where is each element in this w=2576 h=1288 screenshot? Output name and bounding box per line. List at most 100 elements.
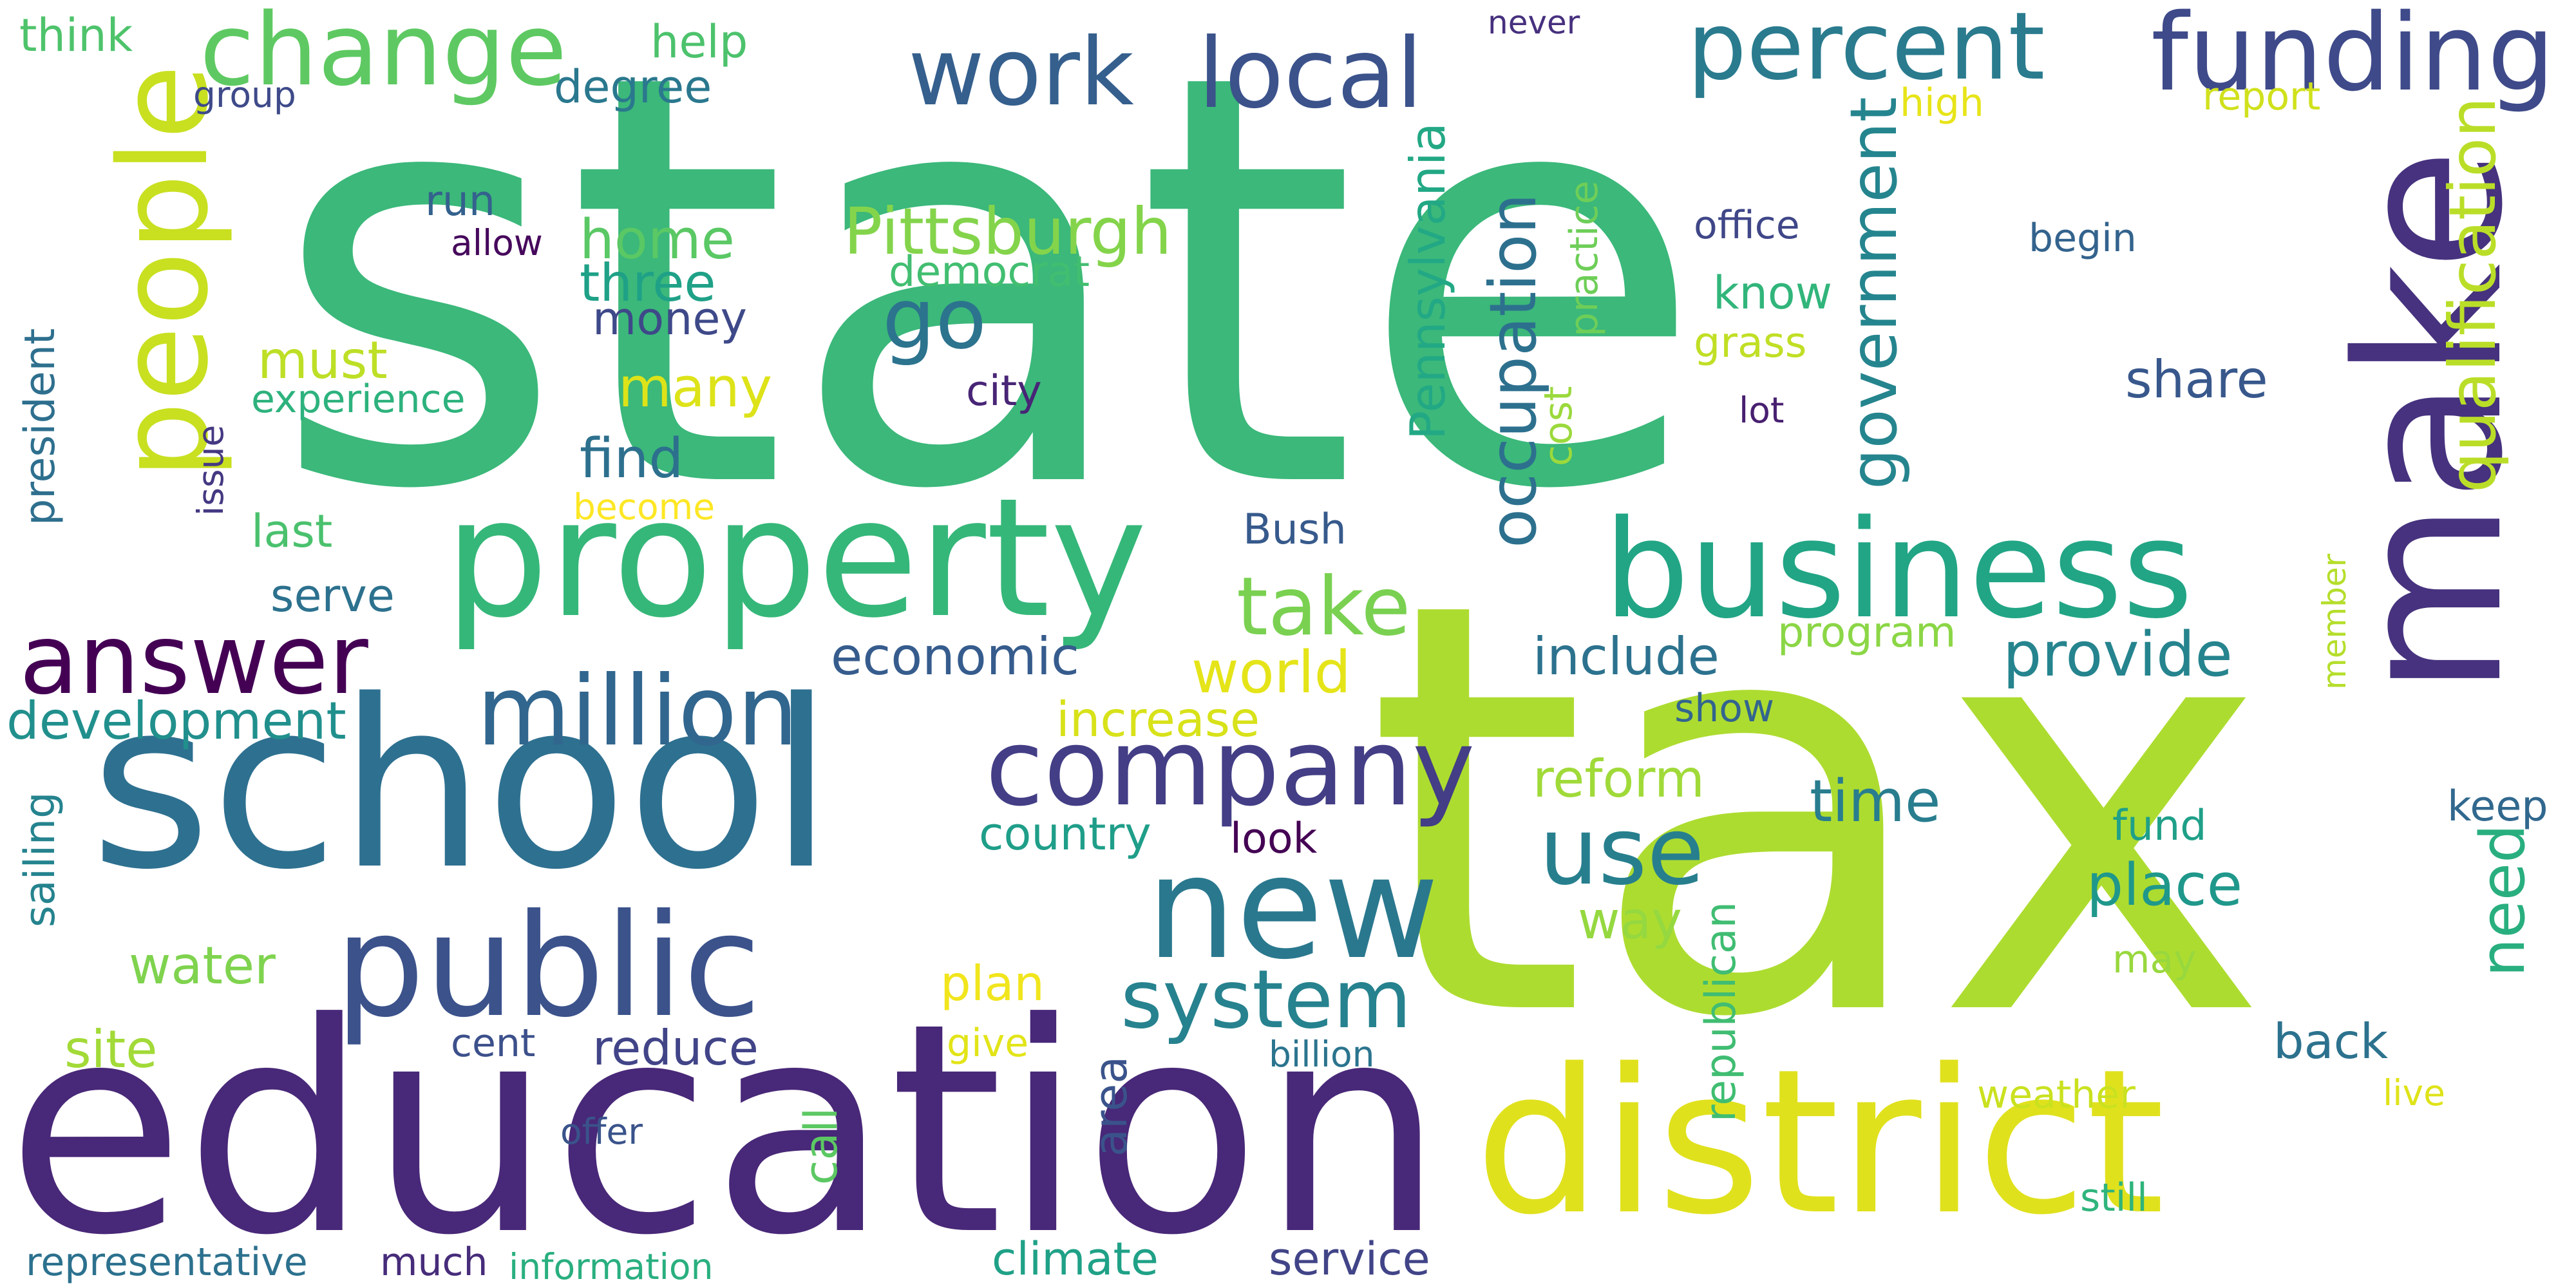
word-reduce: reduce bbox=[592, 1019, 759, 1076]
word-take: take bbox=[1236, 560, 1411, 654]
word-tax: tax bbox=[1365, 481, 2271, 1141]
word-people: people bbox=[93, 64, 235, 479]
word-increase: increase bbox=[1056, 691, 1260, 748]
word-think: think bbox=[19, 9, 133, 62]
word-service: service bbox=[1269, 1233, 1430, 1285]
word-go: go bbox=[882, 270, 987, 368]
word-give: give bbox=[947, 1021, 1029, 1066]
word-republican: republican bbox=[1697, 902, 1745, 1122]
word-live: live bbox=[2383, 1072, 2445, 1113]
word-water: water bbox=[129, 936, 276, 996]
word-business: business bbox=[1604, 491, 2193, 649]
word-new: new bbox=[1146, 826, 1439, 990]
word-degree: degree bbox=[554, 61, 712, 113]
word-report: report bbox=[2202, 74, 2321, 119]
word-information: information bbox=[509, 1246, 714, 1287]
word-funding: funding bbox=[2151, 0, 2555, 115]
word-share: share bbox=[2125, 350, 2268, 410]
word-answer: answer bbox=[19, 604, 368, 716]
word-cent: cent bbox=[451, 1021, 536, 1066]
word-local: local bbox=[1198, 18, 1423, 130]
word-run: run bbox=[425, 177, 496, 225]
word-experience: experience bbox=[251, 377, 466, 422]
word-occupation: occupation bbox=[1475, 193, 1551, 548]
word-may: may bbox=[2112, 937, 2197, 982]
word-last: last bbox=[251, 505, 333, 558]
word-company: company bbox=[985, 706, 1475, 829]
word-site: site bbox=[64, 1019, 158, 1079]
word-million: million bbox=[477, 656, 799, 768]
word-representative: representative bbox=[26, 1240, 308, 1285]
word-begin: begin bbox=[2029, 216, 2137, 261]
word-government: government bbox=[1836, 97, 1911, 489]
word-country: country bbox=[979, 808, 1151, 860]
word-area: area bbox=[1084, 1056, 1137, 1157]
word-bush: Bush bbox=[1243, 506, 1347, 554]
word-much: much bbox=[380, 1240, 488, 1285]
word-way: way bbox=[1578, 891, 1682, 951]
word-become: become bbox=[573, 486, 715, 527]
word-world: world bbox=[1191, 639, 1351, 706]
word-president: president bbox=[16, 328, 64, 526]
word-grass: grass bbox=[1694, 319, 1807, 367]
word-school: school bbox=[90, 650, 834, 920]
word-education: education bbox=[6, 961, 1444, 1288]
word-need: need bbox=[2468, 824, 2539, 977]
word-qualification: qualification bbox=[2435, 97, 2510, 493]
word-district: district bbox=[1475, 1027, 2165, 1259]
word-democrat: democrat bbox=[889, 248, 1090, 296]
word-change: change bbox=[200, 0, 567, 108]
word-find: find bbox=[580, 427, 684, 491]
word-look: look bbox=[1230, 815, 1318, 863]
word-use: use bbox=[1539, 797, 1705, 906]
word-weather: weather bbox=[1977, 1072, 2136, 1117]
word-system: system bbox=[1121, 953, 1412, 1046]
word-development: development bbox=[6, 691, 346, 751]
word-pennsylvania: Pennsylvania bbox=[1399, 122, 1456, 440]
word-include: include bbox=[1533, 627, 1719, 687]
word-call: call bbox=[795, 1107, 848, 1185]
word-group: group bbox=[193, 74, 296, 115]
word-cost: cost bbox=[1536, 386, 1581, 466]
word-percent: percent bbox=[1687, 0, 2045, 101]
word-climate: climate bbox=[992, 1233, 1159, 1285]
word-economic: economic bbox=[831, 627, 1079, 687]
word-many: many bbox=[618, 356, 773, 420]
word-lot: lot bbox=[1739, 390, 1785, 431]
word-allow: allow bbox=[451, 222, 543, 263]
word-place: place bbox=[2087, 851, 2243, 919]
word-must: must bbox=[258, 330, 388, 390]
word-offer: offer bbox=[560, 1111, 643, 1152]
word-fund: fund bbox=[2112, 802, 2207, 850]
word-help: help bbox=[650, 15, 748, 68]
word-plan: plan bbox=[940, 955, 1045, 1012]
word-high: high bbox=[1900, 80, 1984, 126]
word-three: three bbox=[580, 253, 716, 313]
word-money: money bbox=[592, 292, 747, 345]
word-never: never bbox=[1488, 4, 1580, 41]
word-work: work bbox=[908, 18, 1134, 127]
word-reform: reform bbox=[1533, 749, 1705, 809]
word-time: time bbox=[1810, 768, 1941, 835]
word-pittsburgh: Pittsburgh bbox=[844, 194, 1172, 269]
word-home: home bbox=[580, 208, 735, 272]
word-provide: provide bbox=[2003, 620, 2233, 690]
word-billion: billion bbox=[1269, 1034, 1375, 1075]
word-back: back bbox=[2273, 1013, 2389, 1070]
word-practice: practice bbox=[1562, 180, 1607, 337]
word-still: still bbox=[2080, 1175, 2148, 1220]
word-state: state bbox=[270, 0, 1707, 613]
word-member: member bbox=[2316, 553, 2353, 690]
word-know: know bbox=[1713, 267, 1832, 319]
word-public: public bbox=[335, 884, 761, 1048]
word-sailing: sailing bbox=[16, 791, 64, 927]
word-show: show bbox=[1674, 686, 1775, 731]
word-program: program bbox=[1777, 609, 1956, 657]
word-property: property bbox=[444, 463, 1148, 654]
word-office: office bbox=[1694, 203, 1800, 248]
word-serve: serve bbox=[270, 569, 395, 622]
word-issue: issue bbox=[190, 424, 231, 516]
word-city: city bbox=[966, 367, 1042, 415]
word-keep: keep bbox=[2447, 782, 2548, 831]
